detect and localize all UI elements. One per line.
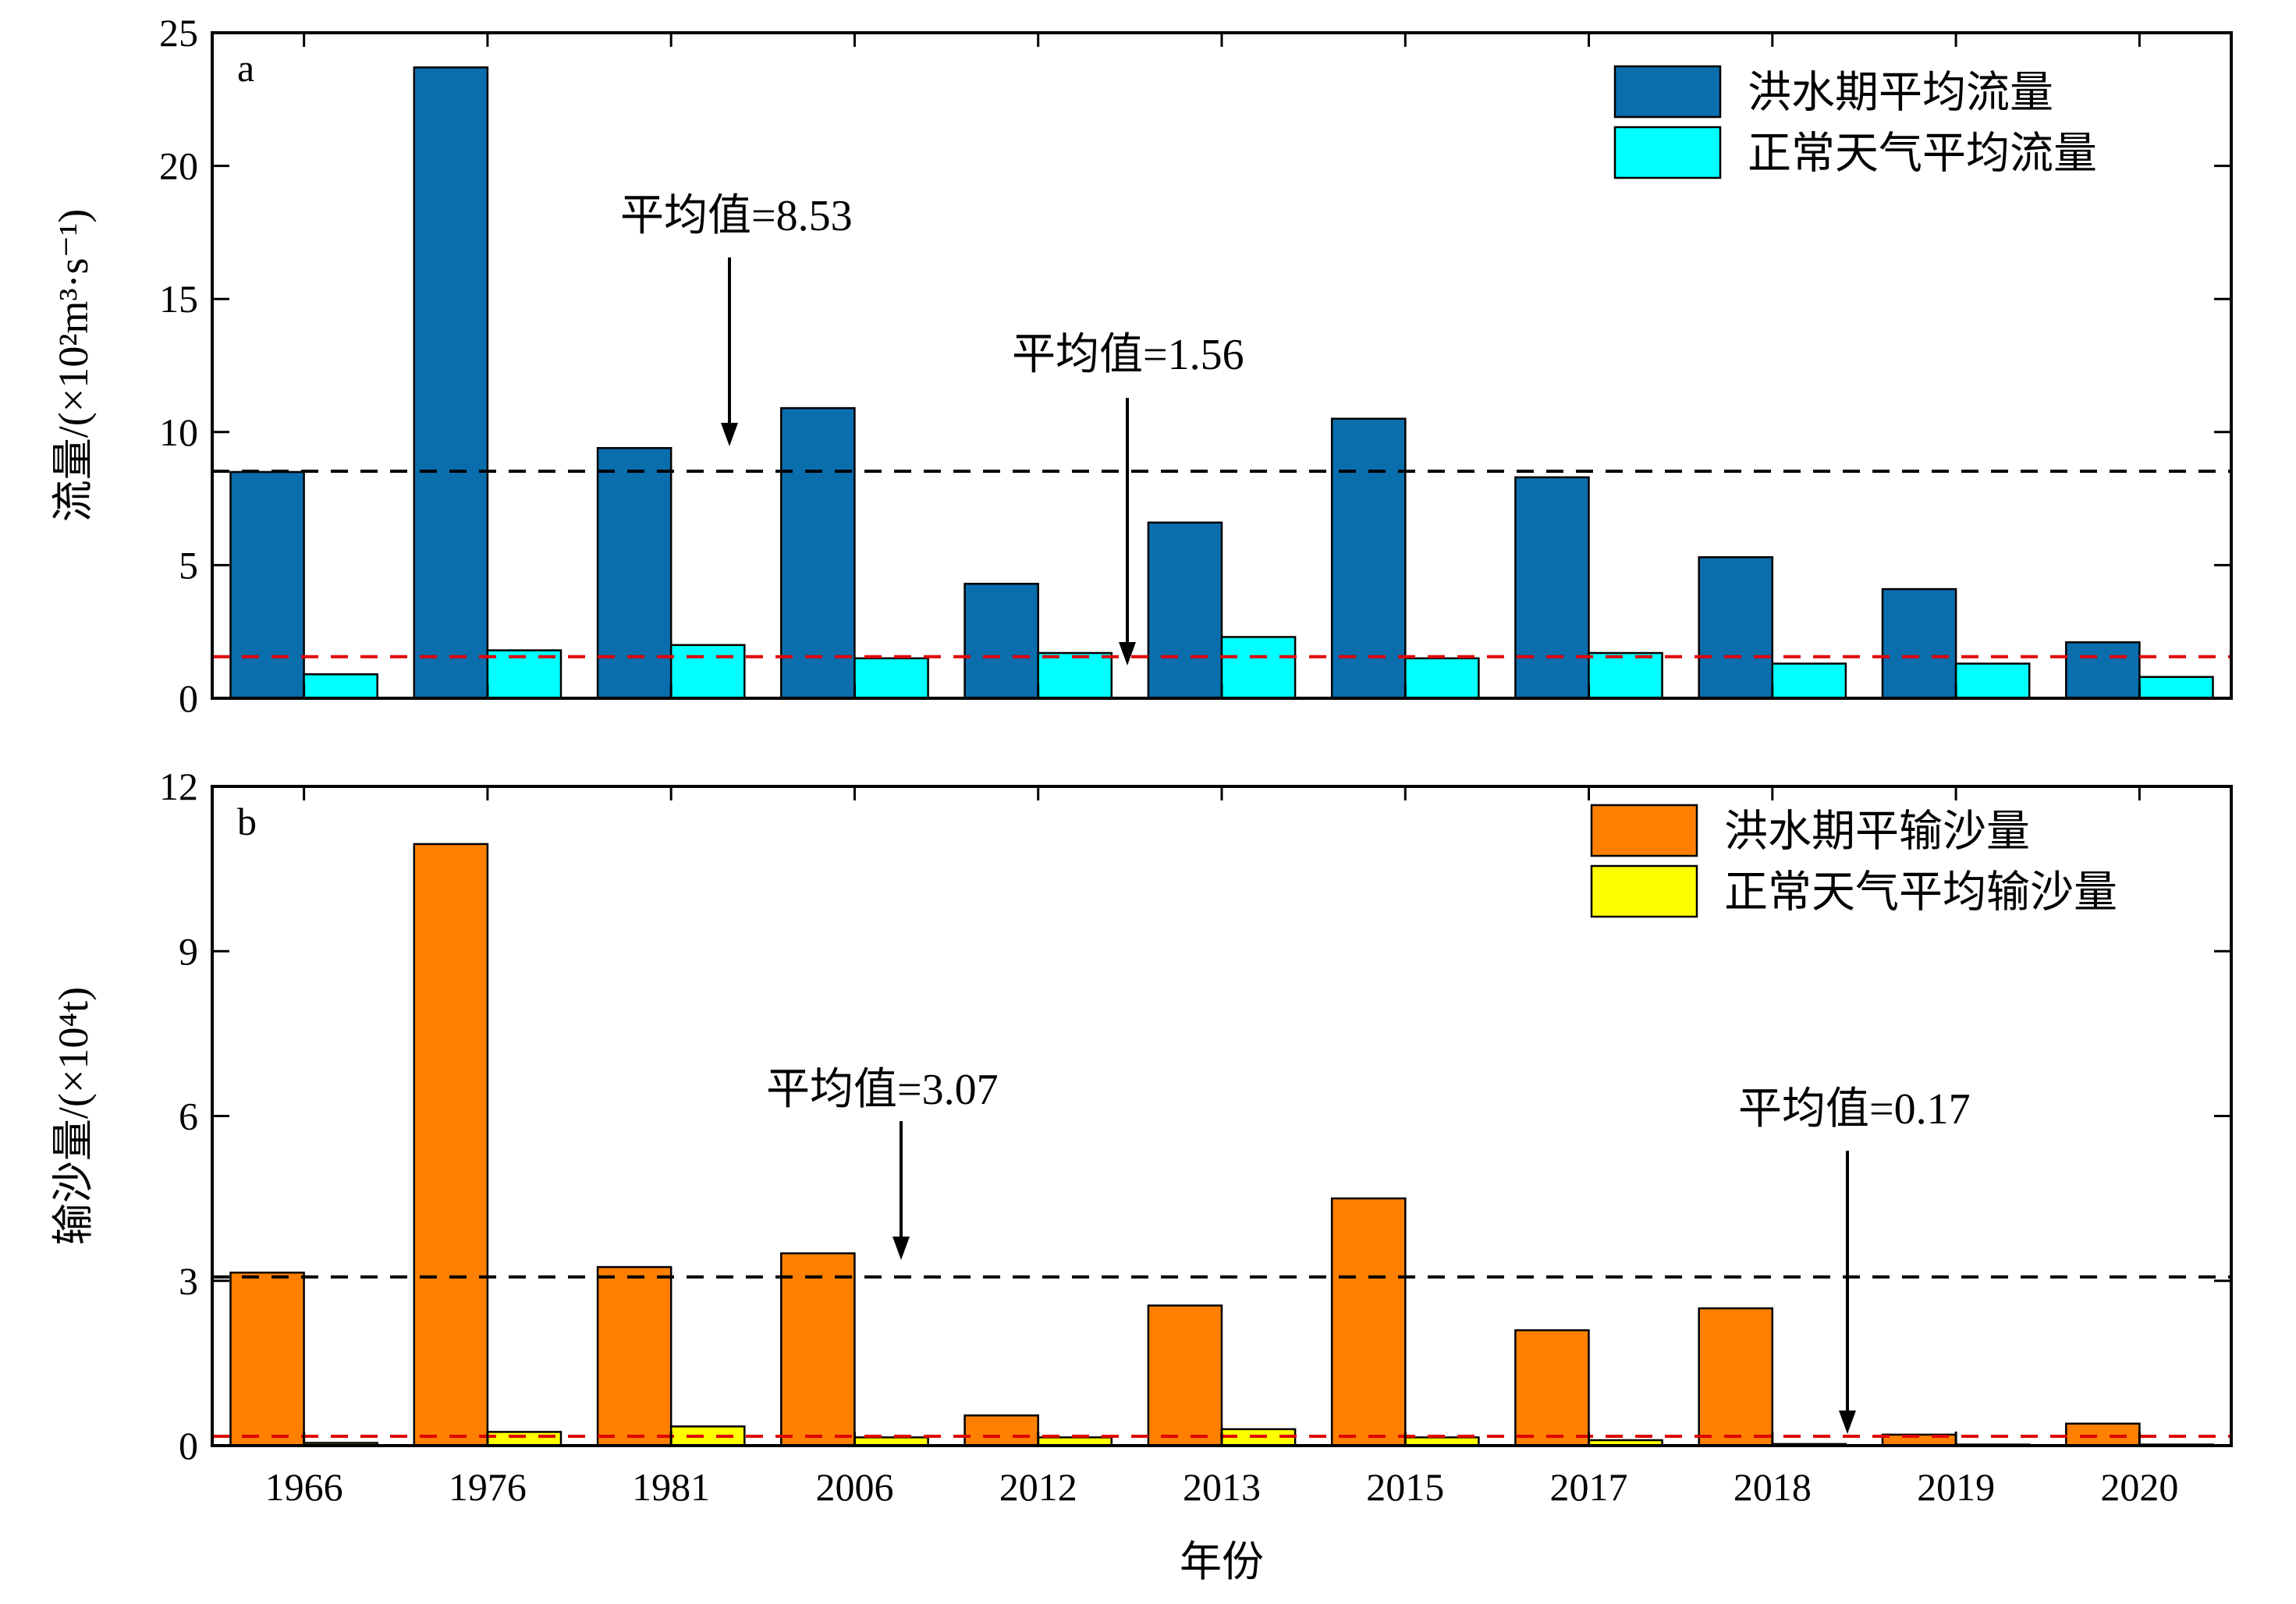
bar-2018-series-2: [1771, 662, 1847, 700]
y-tick-label: 6: [179, 1095, 198, 1138]
bar-1976-series-1: [413, 66, 489, 700]
bar-2018-series-1: [1698, 555, 1774, 700]
panel-b-sediment-chart: 0 3 6 9 12 1966 1976 1981 2006 2012 2013 2015 2017 20…: [50, 765, 2233, 1585]
legend-swatch-2: [1590, 864, 1698, 918]
y-tick-label: 5: [179, 543, 198, 587]
panel-letter: a: [237, 46, 254, 90]
legend-label-2: 正常天气平均流量: [1748, 130, 2097, 179]
bar-2020-series-1: [2065, 641, 2141, 700]
x-tick-label-1966: 1966: [265, 1465, 343, 1509]
y-tick-label: 15: [159, 277, 198, 321]
y-tick-label: 0: [179, 676, 198, 720]
bar-1976-series-1: [413, 843, 489, 1447]
y-tick-label: 25: [159, 11, 198, 55]
bar-2019-series-1: [1881, 587, 1957, 700]
legend-swatch-1: [1613, 65, 1722, 119]
bar-2017-series-2: [1588, 651, 1663, 700]
y-tick-label: 10: [159, 410, 198, 454]
annotation-arrow-head: [1119, 642, 1136, 665]
panel-letter: b: [237, 800, 257, 843]
bar-1966-series-1: [229, 470, 305, 700]
bar-1981-series-2: [669, 1425, 746, 1447]
bar-2012-series-2: [1037, 651, 1113, 700]
bar-1981-series-1: [596, 447, 672, 700]
bar-1981-series-2: [669, 644, 746, 700]
x-tick-label-2018: 2018: [1734, 1465, 1812, 1509]
bar-2017-series-1: [1514, 1329, 1590, 1447]
bar-2019-series-2: [1954, 662, 2031, 700]
annotation-arrow-head: [892, 1237, 910, 1260]
legend-swatch-2: [1613, 126, 1722, 179]
bar-1966-series-2: [303, 673, 378, 700]
bar-1976-series-2: [486, 1431, 562, 1447]
y-tick-label: 12: [159, 765, 198, 808]
bar-2013-series-1: [1147, 1304, 1223, 1447]
legend-label-2: 正常天气平均输沙量: [1724, 869, 2117, 917]
annotation-arrow-head: [721, 423, 738, 446]
annotation-arrow-head: [1839, 1411, 1856, 1434]
x-tick-label-2019: 2019: [1917, 1465, 1995, 1509]
mean-annotation-2: 平均值=1.56: [1012, 331, 1244, 379]
legend-swatch-1: [1590, 804, 1698, 857]
legend-label-1: 洪水期平均流量: [1748, 69, 2053, 118]
bar-2017-series-1: [1514, 476, 1590, 700]
x-tick-label-1976: 1976: [449, 1465, 527, 1509]
bar-2015-series-1: [1330, 417, 1407, 700]
x-tick-label-2006: 2006: [815, 1465, 893, 1509]
bar-2013-series-1: [1147, 521, 1223, 700]
x-tick-label-2012: 2012: [999, 1465, 1077, 1509]
y-tick-label: 0: [179, 1424, 198, 1467]
mean-annotation-1: 平均值=8.53: [620, 192, 853, 240]
legend-label-1: 洪水期平输沙量: [1724, 808, 2030, 857]
bar-2012-series-1: [963, 583, 1039, 700]
bar-1981-series-1: [596, 1265, 672, 1447]
x-tick-label-1981: 1981: [632, 1465, 710, 1509]
y-axis-label: 流量/(×10²m³·s⁻¹): [50, 209, 97, 523]
panel-a-flow-chart: 0 5 10 15 20 25 流量/(×10²m³·s⁻¹) a 洪水期平均流量正常天气平均流…: [50, 11, 2233, 720]
bar-2015-series-2: [1404, 657, 1480, 700]
y-tick-label: 3: [179, 1259, 198, 1303]
bar-2020-series-2: [2138, 676, 2214, 700]
x-axis-label: 年份: [1180, 1538, 1264, 1585]
bar-1966-series-1: [229, 1271, 305, 1447]
bar-2012-series-1: [963, 1414, 1039, 1447]
bar-2013-series-2: [1220, 636, 1297, 700]
mean-annotation-1: 平均值=3.07: [766, 1066, 999, 1114]
mean-annotation-2: 平均值=0.17: [1738, 1085, 1971, 1134]
bar-2006-series-1: [780, 1252, 856, 1447]
y-tick-label: 9: [179, 929, 198, 973]
bar-2018-series-1: [1698, 1307, 1774, 1447]
bar-2015-series-1: [1330, 1197, 1407, 1447]
x-tick-label-2013: 2013: [1183, 1465, 1261, 1509]
bar-2006-series-2: [853, 657, 929, 700]
bar-2020-series-1: [2065, 1422, 2141, 1447]
y-axis-label: 输沙量/(×10⁴t): [50, 987, 97, 1245]
x-tick-label-2015: 2015: [1366, 1465, 1444, 1509]
x-tick-label-2017: 2017: [1550, 1465, 1628, 1509]
bar-2006-series-1: [780, 406, 856, 700]
x-tick-label-2020: 2020: [2100, 1465, 2178, 1509]
y-tick-label: 20: [159, 144, 198, 188]
